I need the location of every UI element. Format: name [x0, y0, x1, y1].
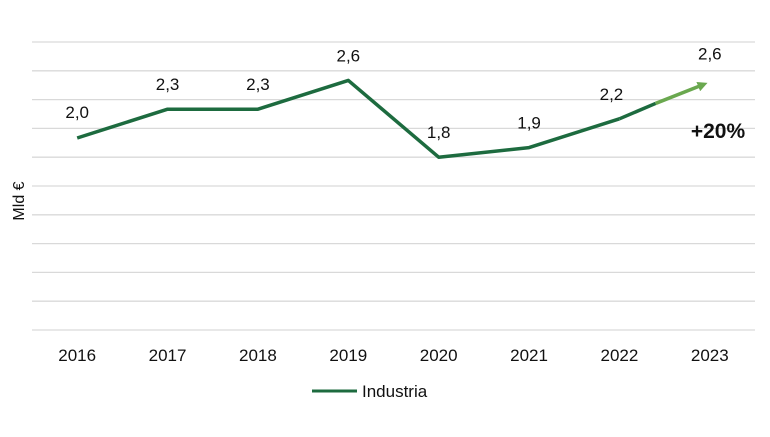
projection-arrow — [654, 81, 708, 106]
x-tick-label: 2016 — [58, 346, 96, 365]
legend-label-industria: Industria — [362, 382, 428, 401]
series-line-industria — [76, 78, 620, 159]
data-label: 1,8 — [427, 123, 451, 142]
data-label: 2,2 — [600, 85, 624, 104]
growth-annotation: +20% — [691, 120, 746, 143]
x-tick-label: 2019 — [329, 346, 367, 365]
x-tick-label: 2018 — [239, 346, 277, 365]
data-labels: 2,0 2,3 2,3 2,6 1,8 1,9 2,2 2,6 — [65, 44, 721, 142]
data-label: 2,6 — [698, 44, 722, 63]
x-tick-label: 2017 — [149, 346, 187, 365]
x-tick-label: 2020 — [420, 346, 458, 365]
x-tick-label: 2021 — [510, 346, 548, 365]
data-label: 1,9 — [517, 114, 541, 133]
data-label: 2,6 — [336, 46, 360, 65]
data-label: 2,0 — [65, 103, 89, 122]
data-label: 2,3 — [246, 75, 270, 94]
series-line-projection-start — [618, 101, 657, 121]
x-axis-ticks: 2016 2017 2018 2019 2020 2021 2022 2023 — [58, 346, 728, 365]
legend: Industria — [312, 382, 428, 401]
y-axis-label: Mld € — [11, 181, 28, 220]
series-lines — [76, 78, 708, 159]
x-tick-label: 2023 — [691, 346, 729, 365]
data-label: 2,3 — [156, 75, 180, 94]
x-tick-label: 2022 — [601, 346, 639, 365]
gridlines — [32, 41, 755, 331]
